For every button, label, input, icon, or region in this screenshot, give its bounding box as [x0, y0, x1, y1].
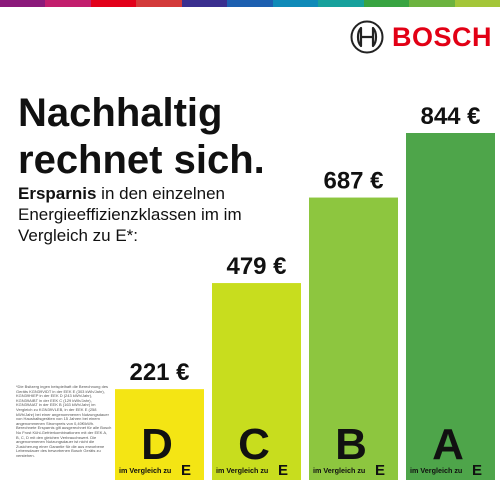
- bosch-logo: BOSCH: [350, 20, 492, 54]
- bar-a: [406, 133, 495, 480]
- value-label-b: 687 €: [323, 168, 383, 195]
- top-bar-segment: [0, 0, 46, 7]
- subtitle: Ersparnis in den einzelnen Energieeffizi…: [18, 183, 288, 246]
- top-bar-segment: [136, 0, 182, 7]
- bar-d: [115, 389, 204, 480]
- bar-c: [212, 283, 301, 480]
- class-label-c: C: [238, 420, 270, 469]
- footnote: *Die Bsitzerg ingen beispielhaft die Ber…: [16, 384, 112, 458]
- bar-b: [309, 197, 398, 480]
- value-label-c: 479 €: [226, 253, 286, 280]
- top-bar-segment: [409, 0, 455, 7]
- compare-class-a: E: [472, 462, 482, 479]
- page-title: Nachhaltig rechnet sich.: [18, 90, 308, 184]
- top-bar-segment: [363, 0, 410, 7]
- top-bar-segment: [318, 0, 364, 7]
- compare-class-c: E: [278, 462, 288, 479]
- compare-text-c: im Vergleich zu: [216, 466, 268, 475]
- top-bar-segment: [272, 0, 319, 7]
- top-bar-segment: [454, 0, 500, 7]
- top-bar-segment: [181, 0, 228, 7]
- value-label-a: 844 €: [420, 103, 480, 130]
- title-line-1: Nachhaltig: [18, 91, 223, 135]
- top-color-bar: [0, 0, 500, 7]
- bosch-armature-icon: [350, 20, 384, 54]
- top-bar-segment: [90, 0, 137, 7]
- subtitle-bold: Ersparnis: [18, 184, 97, 203]
- subtitle-rest: in den einzelnen Energieeffizienzklassen…: [18, 184, 242, 245]
- compare-text-d: im Vergleich zu: [119, 466, 171, 475]
- title-line-2: rechnet sich.: [18, 138, 265, 182]
- compare-text-a: im Vergleich zu: [410, 466, 462, 475]
- class-label-a: A: [432, 420, 464, 469]
- top-bar-segment: [227, 0, 273, 7]
- compare-text-b: im Vergleich zu: [313, 466, 365, 475]
- top-bar-segment: [45, 0, 91, 7]
- compare-class-b: E: [375, 462, 385, 479]
- brand-name: BOSCH: [392, 21, 493, 52]
- class-label-d: D: [141, 420, 173, 469]
- compare-class-d: E: [181, 462, 191, 479]
- class-label-b: B: [335, 420, 367, 469]
- value-label-d: 221 €: [129, 359, 189, 386]
